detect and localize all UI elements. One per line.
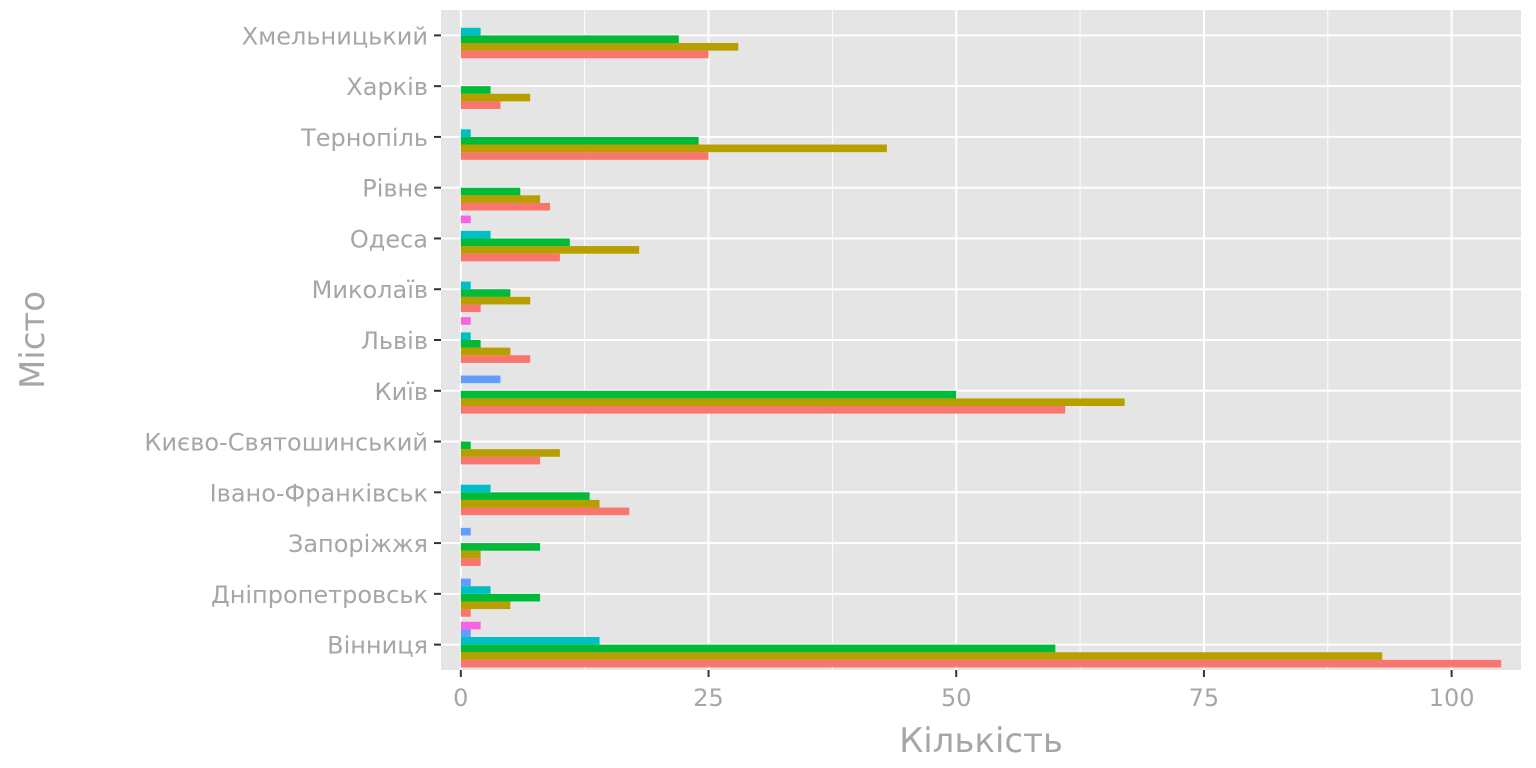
bar: [460, 644, 1056, 653]
x-axis: 0 25 50 75 100: [453, 670, 1475, 712]
bar: [460, 593, 541, 602]
bar: [460, 347, 511, 356]
y-tick-label: Одеса: [350, 225, 428, 253]
x-tick-label: 50: [941, 684, 972, 712]
y-axis: Вінниця Дніпропетровськ Запоріжжя Івано-Фра…: [144, 22, 441, 660]
bar: [460, 187, 521, 196]
y-tick-label: Вінниця: [327, 632, 428, 660]
x-tick-label: 25: [693, 684, 724, 712]
bar: [460, 484, 491, 493]
y-tick-label: Рівне: [362, 175, 428, 203]
bar: [460, 238, 570, 247]
bar: [460, 637, 600, 645]
bar: [460, 601, 511, 610]
bar: [460, 289, 511, 297]
bar: [460, 659, 1502, 668]
y-axis-title: Місто: [13, 291, 53, 389]
bar: [460, 230, 491, 239]
bar: [460, 215, 471, 224]
bar: [460, 449, 560, 457]
x-axis-title: Кількість: [899, 721, 1063, 761]
bar: [460, 202, 550, 211]
x-tick-label: 75: [1189, 684, 1220, 712]
bar: [460, 550, 481, 559]
bar: [460, 296, 531, 305]
bar: [460, 50, 709, 59]
x-tick-label: 100: [1429, 684, 1475, 712]
y-tick-label: Запоріжжя: [288, 530, 428, 558]
bar: [460, 195, 541, 203]
y-tick-label: Миколаїв: [312, 276, 428, 304]
bar: [460, 456, 541, 465]
bar: [460, 43, 739, 51]
bar: [460, 375, 501, 384]
bar: [460, 86, 491, 94]
bar: [460, 355, 531, 363]
y-tick-label: Києво-Святошинський: [144, 429, 428, 457]
bar: [460, 27, 481, 36]
bar: [460, 144, 887, 153]
bar: [460, 621, 481, 630]
bar: [460, 317, 471, 325]
bar: [460, 558, 481, 566]
y-tick-label: Хмельницький: [242, 22, 428, 50]
bar: [460, 652, 1383, 660]
bar: [460, 304, 481, 313]
bar: [460, 340, 481, 348]
bar: [460, 101, 501, 109]
y-tick-label: Тернопіль: [300, 124, 428, 152]
bars: [460, 27, 1502, 668]
y-tick-label: Харків: [346, 73, 428, 101]
bar: [460, 406, 1066, 414]
bar: [460, 398, 1125, 406]
x-tick-label: 0: [453, 684, 468, 712]
bar: [460, 629, 471, 637]
y-tick-label: Київ: [375, 378, 428, 406]
y-tick-label: Львів: [361, 327, 428, 355]
bar: [460, 246, 640, 254]
bar: [460, 578, 471, 587]
bar: [460, 332, 471, 340]
bar: [460, 129, 471, 137]
bar: [460, 253, 560, 262]
bar: [460, 136, 699, 145]
bar: [460, 586, 491, 594]
bar: [460, 390, 957, 399]
bar: [460, 281, 471, 290]
y-tick-label: Івано-Франківськ: [210, 479, 428, 507]
bar: [460, 441, 471, 450]
bar: [460, 507, 630, 516]
bar: [460, 499, 600, 508]
bar: [460, 609, 471, 617]
bar: [460, 152, 709, 160]
y-tick-label: Дніпропетровськ: [211, 581, 428, 609]
bar: [460, 35, 679, 43]
bar: [460, 543, 541, 551]
bar: [460, 527, 471, 536]
bar: [460, 93, 531, 102]
bar: [460, 492, 590, 500]
